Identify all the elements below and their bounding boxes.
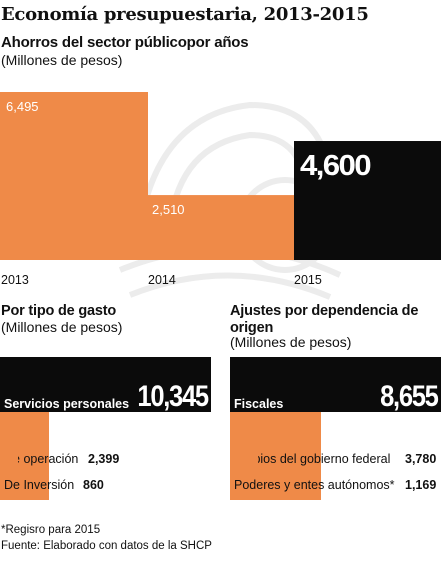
bar-servicios-personales [0, 357, 211, 412]
x-tick-2015: 2015 [294, 273, 322, 287]
bar-fiscales [230, 357, 441, 412]
x-tick-2013: 2013 [1, 273, 29, 287]
expense-type-unit: (Millones de pesos) [1, 319, 123, 335]
label-poderes-entes-autonomos: Poderes y entes autónomos* [234, 478, 395, 492]
bar-2015 [294, 141, 441, 260]
label-servicios-personales: Servicios personales [4, 397, 130, 411]
savings-by-year-chart: 6,495 2,510 4,600 2013 2014 2015 [0, 92, 441, 287]
label-fiscales: Fiscales [234, 397, 284, 411]
bar-poderes-entes-autonomos [230, 412, 258, 500]
label-de-inversion: De Inversión [4, 478, 75, 492]
value-de-operacion: 2,399 [88, 452, 120, 466]
expense-type-title: Por tipo de gasto [1, 303, 117, 319]
adjustments-unit: (Millones de pesos) [230, 334, 352, 350]
adjustments-title: Ajustes por dependencia de origen [230, 303, 419, 336]
bar-2014 [148, 195, 294, 260]
footnote: *Regisro para 2015 [1, 524, 101, 536]
value-label-2014: 2,510 [152, 202, 185, 217]
bar-2013 [0, 92, 148, 260]
value-servicios-personales: 10,345 [137, 380, 210, 413]
savings-chart-unit: (Millones de pesos) [1, 52, 123, 68]
value-poderes-entes-autonomos: 1,169 [405, 478, 437, 492]
x-tick-2014: 2014 [148, 273, 176, 287]
value-propios-gobierno-federal: 3,780 [405, 452, 437, 466]
savings-chart-title: Ahorros del sector públicopor años [1, 34, 249, 51]
source-note: Fuente: Elaborado con datos de la SHCP [1, 540, 212, 552]
page-title: Economía presupuestaria, 2013-2015 [1, 4, 369, 25]
value-label-2015: 4,600 [300, 150, 370, 182]
value-de-inversion: 860 [83, 478, 104, 492]
value-label-2013: 6,495 [6, 99, 39, 114]
label-de-operacion: De operación [4, 452, 79, 466]
bar-de-inversion [0, 412, 18, 500]
value-fiscales: 8,655 [380, 380, 440, 413]
label-propios-gobierno-federal: Propios del gobierno federal [234, 452, 391, 466]
